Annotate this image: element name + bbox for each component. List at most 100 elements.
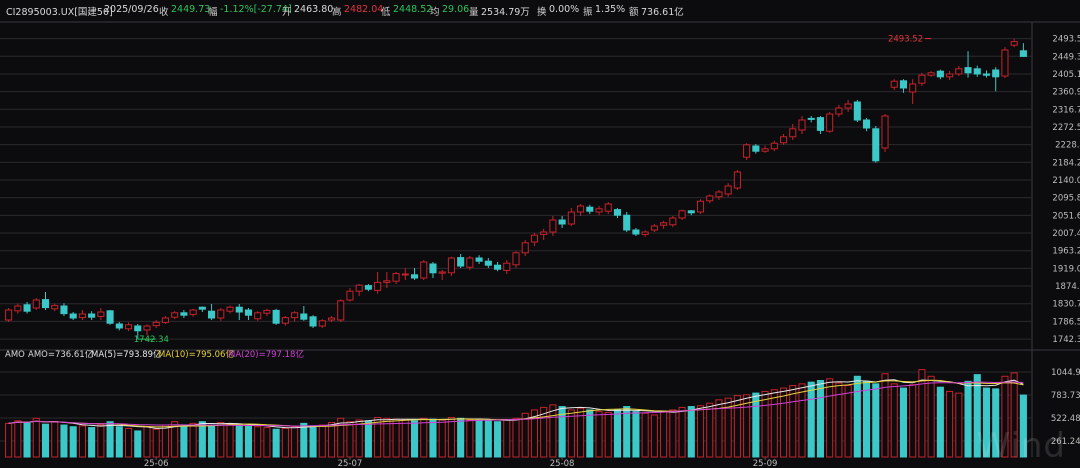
amount-bar[interactable] xyxy=(235,424,243,458)
candle-body[interactable] xyxy=(208,310,216,319)
candle-body[interactable] xyxy=(779,136,788,144)
amount-bar[interactable] xyxy=(410,420,419,458)
candle-body[interactable] xyxy=(955,68,963,75)
candle-body[interactable] xyxy=(540,231,548,235)
amount-bar[interactable] xyxy=(143,426,151,458)
amount-bar[interactable] xyxy=(982,387,991,458)
candle-body[interactable] xyxy=(457,257,465,267)
amount-bar[interactable] xyxy=(872,383,880,458)
amount-bar[interactable] xyxy=(466,419,474,458)
candle-body[interactable] xyxy=(752,145,760,152)
amount-bar[interactable] xyxy=(798,383,806,458)
amount-bar[interactable] xyxy=(577,407,585,458)
amount-bar[interactable] xyxy=(447,416,455,458)
amount-bar[interactable] xyxy=(761,390,769,458)
amount-bar[interactable] xyxy=(364,420,372,458)
candle-body[interactable] xyxy=(69,313,77,319)
candle-body[interactable] xyxy=(512,252,520,266)
candle-body[interactable] xyxy=(687,210,695,214)
candle-body[interactable] xyxy=(364,285,372,290)
amount-bar[interactable] xyxy=(291,426,299,458)
amount-bar[interactable] xyxy=(494,421,502,458)
candle-body[interactable] xyxy=(374,281,382,291)
amount-bar[interactable] xyxy=(881,373,889,458)
amount-bar[interactable] xyxy=(263,427,271,458)
amount-bar[interactable] xyxy=(208,424,216,458)
candle-body[interactable] xyxy=(678,210,686,219)
amount-bar[interactable] xyxy=(955,392,963,458)
amount-bar[interactable] xyxy=(88,427,96,458)
candle-body[interactable] xyxy=(494,264,502,270)
amount-bar[interactable] xyxy=(918,369,926,458)
amount-bar[interactable] xyxy=(337,417,345,458)
amount-bar[interactable] xyxy=(660,411,668,458)
candle-body[interactable] xyxy=(909,83,917,93)
amount-bar[interactable] xyxy=(41,423,50,458)
amount-bar[interactable] xyxy=(946,390,954,458)
amount-bar[interactable] xyxy=(687,406,695,458)
amount-bar[interactable] xyxy=(853,375,861,458)
amount-bar[interactable] xyxy=(540,406,548,458)
candle-body[interactable] xyxy=(300,313,308,320)
amount-bar[interactable] xyxy=(69,426,77,458)
candle-body[interactable] xyxy=(761,148,769,152)
candle-body[interactable] xyxy=(946,73,954,78)
candle-body[interactable] xyxy=(51,305,59,310)
amount-bar[interactable] xyxy=(743,394,751,458)
candle-body[interactable] xyxy=(521,242,529,254)
candle-body[interactable] xyxy=(577,205,585,213)
amount-bar[interactable] xyxy=(770,389,778,458)
candle-body[interactable] xyxy=(244,309,253,316)
amount-bar[interactable] xyxy=(899,387,908,458)
amount-bar[interactable] xyxy=(217,422,225,458)
amount-bar[interactable] xyxy=(835,382,843,458)
candle-body[interactable] xyxy=(623,214,631,231)
amount-bar[interactable] xyxy=(816,379,824,458)
amount-bar[interactable] xyxy=(669,409,677,458)
candle-body[interactable] xyxy=(724,185,732,195)
candle-body[interactable] xyxy=(706,195,714,202)
amount-bar[interactable] xyxy=(134,430,142,458)
candle-body[interactable] xyxy=(134,325,142,332)
amount-bar[interactable] xyxy=(613,409,622,458)
candle-body[interactable] xyxy=(97,311,105,317)
candle-body[interactable] xyxy=(180,312,188,316)
amount-bar[interactable] xyxy=(171,421,179,458)
amount-bar[interactable] xyxy=(457,417,465,458)
amount-bar[interactable] xyxy=(1010,372,1018,458)
amount-bar[interactable] xyxy=(789,385,797,458)
candle-body[interactable] xyxy=(770,142,778,150)
candle-body[interactable] xyxy=(291,312,299,319)
candle-body[interactable] xyxy=(530,234,538,243)
amount-bar[interactable] xyxy=(604,411,612,458)
amount-bar[interactable] xyxy=(97,424,105,458)
candle-body[interactable] xyxy=(586,206,594,212)
amount-bar[interactable] xyxy=(733,395,741,458)
amount-bar[interactable] xyxy=(374,416,382,458)
amount-bar[interactable] xyxy=(936,386,944,458)
candle-body[interactable] xyxy=(890,80,898,88)
candle-body[interactable] xyxy=(263,309,271,314)
candle-body[interactable] xyxy=(982,73,991,76)
candle-body[interactable] xyxy=(32,299,40,309)
candle-body[interactable] xyxy=(106,310,114,324)
amount-bar[interactable] xyxy=(512,417,520,458)
amount-bar[interactable] xyxy=(272,428,280,458)
candle-body[interactable] xyxy=(484,260,492,266)
amount-bar[interactable] xyxy=(420,417,428,458)
amount-bar[interactable] xyxy=(503,419,511,458)
amount-bar[interactable] xyxy=(623,406,631,458)
candle-body[interactable] xyxy=(503,262,511,271)
candle-body[interactable] xyxy=(217,309,225,319)
amount-bar[interactable] xyxy=(429,418,437,458)
candle-body[interactable] xyxy=(475,257,483,262)
candle-body[interactable] xyxy=(189,309,197,315)
amount-bar[interactable] xyxy=(678,406,686,458)
amount-bar[interactable] xyxy=(890,383,898,458)
candle-body[interactable] xyxy=(401,273,409,276)
candle-body[interactable] xyxy=(660,222,668,226)
amount-bar[interactable] xyxy=(549,404,557,458)
candle-body[interactable] xyxy=(973,68,981,75)
amount-bar[interactable] xyxy=(909,384,917,458)
amount-bar[interactable] xyxy=(715,399,723,458)
